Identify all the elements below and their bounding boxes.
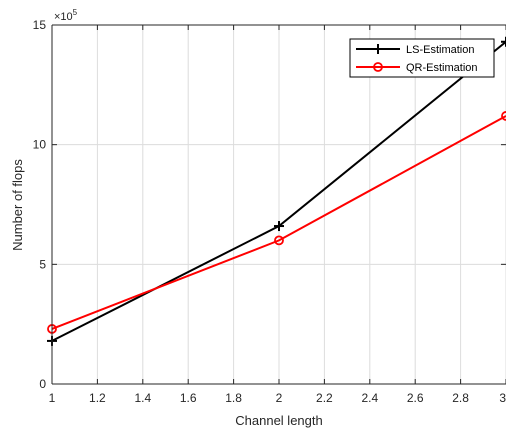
x-tick-label: 2.8 — [452, 391, 469, 405]
x-tick-label: 1.6 — [180, 391, 197, 405]
x-tick-label: 2.6 — [407, 391, 424, 405]
series-line — [51, 115, 506, 330]
legend-marker — [373, 62, 383, 72]
data-point — [274, 221, 284, 232]
data-point — [501, 36, 506, 47]
x-axis-label: Channel length — [235, 413, 322, 428]
tick-labels: 1 1.2 1.4 1.6 1.8 2 2.2 2.4 2.6 2.8 3 0 5 10 15 — [33, 18, 506, 405]
x-tick-label: 1.4 — [134, 391, 151, 405]
x-tick-label: 2 — [276, 391, 283, 405]
legend-label: QR-Estimation — [406, 62, 478, 74]
y-tick-label: 5 — [39, 257, 46, 271]
y-exponent-label: ×105 — [54, 8, 78, 23]
data-point — [501, 111, 506, 121]
series-2 — [47, 111, 506, 334]
legend-label: LS-Estimation — [406, 44, 474, 56]
legend: LS-Estimation QR-Estimation — [349, 38, 495, 78]
x-tick-label: 1.8 — [225, 391, 242, 405]
axes — [51, 24, 506, 385]
y-tick-label: 10 — [33, 138, 47, 152]
legend-box — [349, 38, 495, 78]
y-tick-label: 0 — [39, 377, 46, 391]
y-tick-label: 15 — [33, 18, 47, 32]
legend-marker — [373, 44, 383, 54]
y-exponent-power: 5 — [73, 8, 78, 17]
x-tick-label: 2.4 — [361, 391, 378, 405]
x-tick-label: 3 — [499, 391, 506, 405]
x-tick-label: 1.2 — [89, 391, 106, 405]
y-axis-label: Number of flops — [10, 159, 25, 251]
data-point — [274, 235, 284, 246]
grid-lines — [52, 24, 506, 384]
x-tick-label: 1 — [49, 391, 56, 405]
x-tick-label: 2.2 — [316, 391, 333, 405]
